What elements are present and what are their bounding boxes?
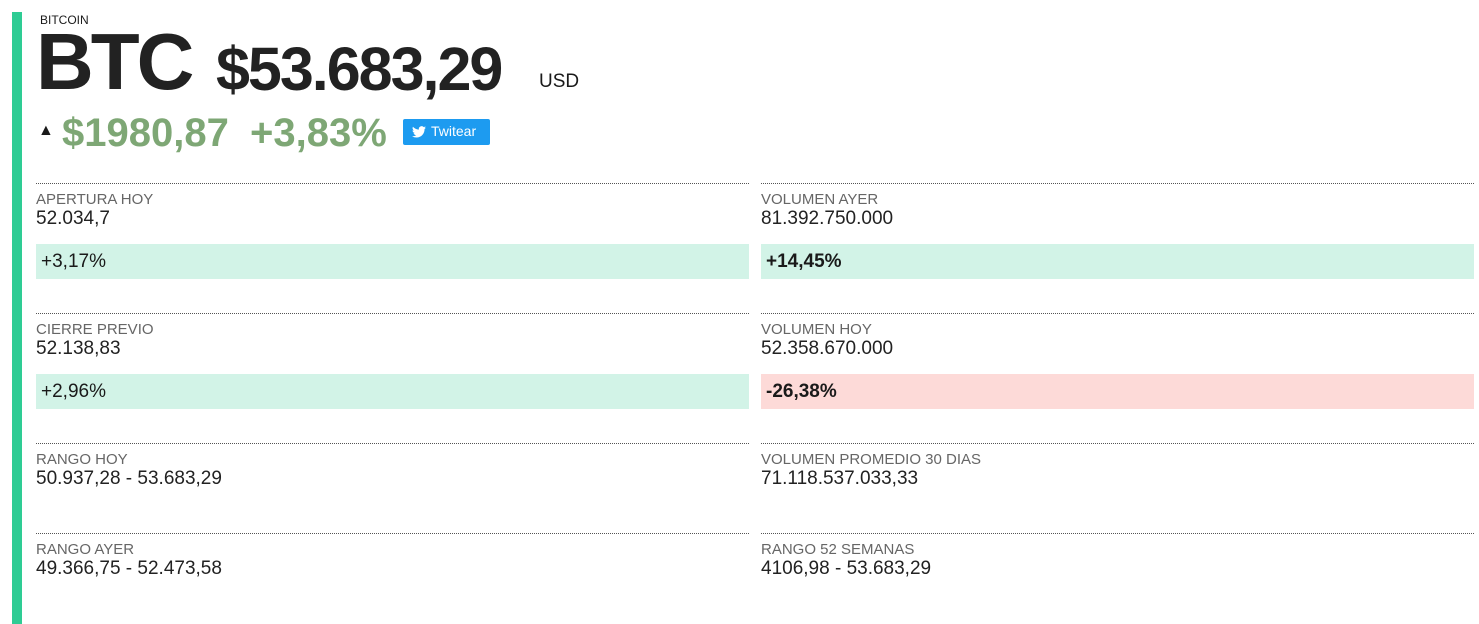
stat-change: +14,45% bbox=[761, 244, 1474, 279]
stat-block: RANGO HOY 50.937,28 - 53.683,29 bbox=[36, 443, 749, 533]
price: $53.683,29 bbox=[216, 35, 503, 103]
price-change: $1980,87 bbox=[62, 111, 229, 155]
ticker: BTC bbox=[36, 17, 194, 106]
stat-value: 52.138,83 bbox=[36, 338, 121, 359]
currency: USD bbox=[539, 71, 580, 92]
stat-value: 50.937,28 - 53.683,29 bbox=[36, 468, 222, 489]
stat-label: VOLUMEN AYER bbox=[761, 191, 879, 208]
stat-block: VOLUMEN AYER 81.392.750.000 +14,45% bbox=[761, 183, 1474, 313]
stat-block: VOLUMEN PROMEDIO 30 DIAS 71.118.537.033,3… bbox=[761, 443, 1474, 533]
up-arrow: ▲ bbox=[38, 122, 54, 139]
stat-value: 49.366,75 - 52.473,58 bbox=[36, 558, 222, 579]
stat-label: VOLUMEN PROMEDIO 30 DIAS bbox=[761, 451, 982, 468]
stat-value: 4106,98 - 53.683,29 bbox=[761, 558, 932, 579]
stat-label: VOLUMEN HOY bbox=[761, 321, 872, 338]
twitter-icon bbox=[412, 126, 426, 138]
stat-block: RANGO AYER 49.366,75 - 52.473,58 bbox=[36, 533, 749, 623]
stat-value: 52.358.670.000 bbox=[761, 338, 894, 359]
stat-value: 71.118.537.033,33 bbox=[761, 468, 919, 489]
accent-bar bbox=[12, 12, 22, 624]
stat-block: RANGO 52 SEMANAS 4106,98 - 53.683,29 bbox=[761, 533, 1474, 623]
stat-label: CIERRE PREVIO bbox=[36, 321, 154, 338]
stat-change: +3,17% bbox=[36, 244, 749, 279]
stat-block: CIERRE PREVIO 52.138,83 +2,96% bbox=[36, 313, 749, 443]
stat-label: RANGO HOY bbox=[36, 451, 128, 468]
stat-block: APERTURA HOY 52.034,7 +3,17% bbox=[36, 183, 749, 313]
tweet-label: Twitear bbox=[431, 123, 477, 139]
stat-value: 81.392.750.000 bbox=[761, 208, 894, 229]
stats-right: VOLUMEN AYER 81.392.750.000 +14,45% VOLUMEN… bbox=[761, 183, 1474, 623]
stat-block: VOLUMEN HOY 52.358.670.000 -26,38% bbox=[761, 313, 1474, 443]
stat-label: RANGO AYER bbox=[36, 541, 135, 558]
tweet-button[interactable]: Twitear bbox=[403, 119, 490, 145]
stat-label: APERTURA HOY bbox=[36, 191, 154, 208]
stat-label: RANGO 52 SEMANAS bbox=[761, 541, 915, 558]
percent-change: +3,83% bbox=[250, 111, 387, 155]
stat-change: +2,96% bbox=[36, 374, 749, 409]
stat-change: -26,38% bbox=[761, 374, 1474, 409]
asset-name: BITCOIN bbox=[40, 13, 89, 27]
stats-left: APERTURA HOY 52.034,7 +3,17% CIERRE PREVIO 5… bbox=[36, 183, 749, 623]
stat-value: 52.034,7 bbox=[36, 208, 110, 229]
